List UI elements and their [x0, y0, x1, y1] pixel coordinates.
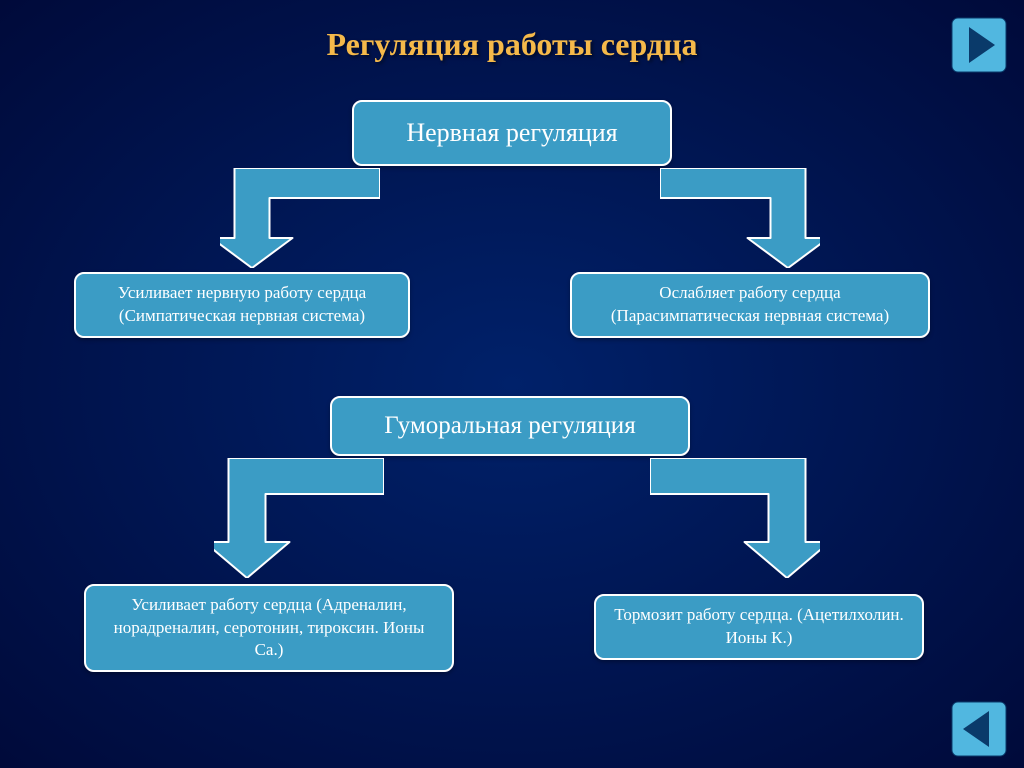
- chevron-left-icon: [951, 701, 1007, 757]
- flow-arrow-icon: [650, 458, 820, 578]
- node-label: Ослабляет работу сердца (Парасимпатическ…: [586, 282, 914, 328]
- node-label: Нервная регуляция: [406, 115, 617, 150]
- node-nervous-regulation: Нервная регуляция: [352, 100, 672, 166]
- prev-slide-button[interactable]: [950, 700, 1008, 758]
- node-humoral-regulation: Гуморальная регуляция: [330, 396, 690, 456]
- flow-arrow-icon: [214, 458, 384, 578]
- node-humoral-inhibit: Тормозит работу сердца. (Ацетилхолин. Ио…: [594, 594, 924, 660]
- node-label: Усиливает нервную работу сердца (Симпати…: [90, 282, 394, 328]
- node-label: Гуморальная регуляция: [384, 409, 635, 443]
- node-parasympathetic: Ослабляет работу сердца (Парасимпатическ…: [570, 272, 930, 338]
- node-humoral-enhance: Усиливает работу сердца (Адреналин, нора…: [84, 584, 454, 672]
- slide-title: Регуляция работы сердца: [0, 26, 1024, 63]
- node-label: Тормозит работу сердца. (Ацетилхолин. Ио…: [610, 604, 908, 650]
- slide-canvas: Регуляция работы сердца Нервная регуляци…: [0, 0, 1024, 768]
- node-sympathetic: Усиливает нервную работу сердца (Симпати…: [74, 272, 410, 338]
- node-label: Усиливает работу сердца (Адреналин, нора…: [100, 594, 438, 663]
- next-slide-button[interactable]: [950, 16, 1008, 74]
- flow-arrow-icon: [660, 168, 820, 268]
- chevron-right-icon: [951, 17, 1007, 73]
- flow-arrow-icon: [220, 168, 380, 268]
